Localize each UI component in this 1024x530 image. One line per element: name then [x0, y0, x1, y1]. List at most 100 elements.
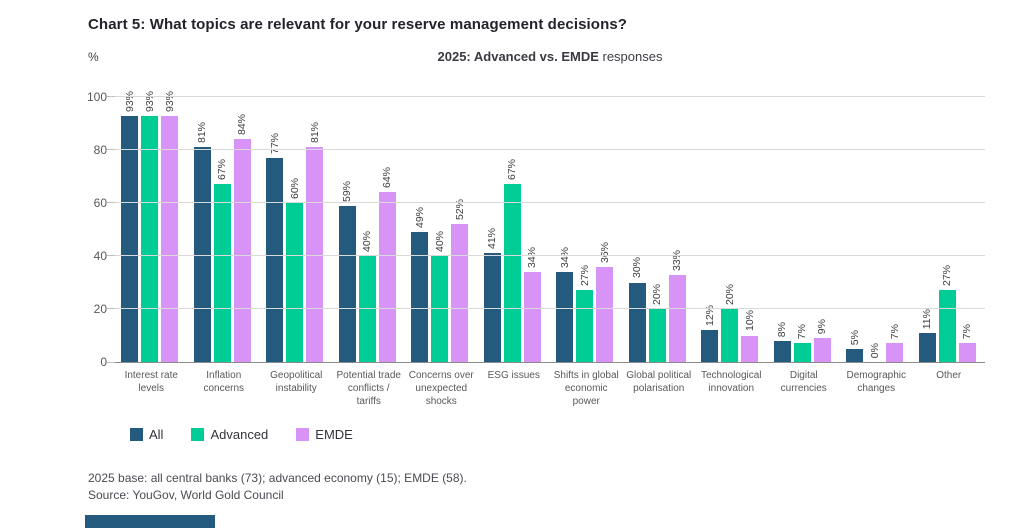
category-label: Technological innovation — [700, 370, 762, 394]
category-label: Global political polarisation — [626, 370, 692, 394]
barwrap: 81% — [306, 97, 324, 362]
barwrap: 40% — [431, 97, 449, 362]
bar-value-label: 30% — [631, 257, 643, 279]
barwrap: 20% — [648, 97, 666, 362]
bar-group: 34% 27% 36% Shifts in global economic power — [554, 97, 619, 407]
bar-emde — [451, 224, 469, 362]
bar-emde — [161, 115, 179, 362]
bar-group: 77% 60% 81% Geopolitical instability — [266, 97, 326, 394]
bar-advanced — [358, 256, 376, 362]
bar-value-label: 93% — [143, 90, 156, 112]
chart-title: Chart 5: What topics are relevant for yo… — [88, 16, 628, 33]
y-tick-label-60: 60 — [93, 196, 107, 210]
y-tick-100 — [107, 96, 115, 97]
bar-value-label: 67% — [506, 159, 518, 181]
bar-value-label: 81% — [196, 122, 208, 144]
gridline-0 — [115, 362, 985, 363]
footer-accent-bar — [85, 515, 215, 528]
barwrap: 52% — [451, 97, 469, 362]
bar-all — [846, 348, 864, 362]
barwrap: 7% — [886, 97, 904, 362]
bar-advanced — [431, 256, 449, 362]
legend-swatch-icon — [296, 428, 310, 441]
y-tick-label-40: 40 — [93, 249, 107, 263]
bar-all — [773, 340, 791, 362]
bar-value-label: 20% — [651, 283, 663, 305]
bar-all — [338, 205, 356, 362]
source-note: Source: YouGov, World Gold Council — [88, 488, 284, 502]
bar-value-label: 34% — [558, 246, 571, 268]
bar-group: 41% 67% 34% ESG issues — [483, 97, 544, 381]
chart-subtitle-emphasis: 2025: Advanced vs. EMDE — [437, 49, 599, 64]
legend-item-emde: EMDE — [296, 427, 353, 442]
category-label: Geopolitical instability — [270, 370, 323, 394]
bar-advanced — [576, 290, 594, 362]
barwrap: 49% — [411, 97, 429, 362]
bar-advanced — [938, 290, 956, 362]
category-label: Interest rate levels — [124, 370, 178, 394]
bar-emde — [813, 338, 831, 362]
y-tick-label-20: 20 — [93, 302, 107, 316]
bar-group: 11% 27% 7% Other — [918, 97, 979, 381]
legend-swatch-icon — [191, 428, 205, 441]
bar-all — [121, 115, 139, 362]
barwrap: 34% — [523, 97, 541, 362]
bar-value-label: 64% — [381, 167, 393, 189]
bar-value-label: 33% — [671, 249, 683, 271]
bar-value-label: 40% — [361, 230, 373, 252]
bar-value-label: 7% — [796, 324, 808, 340]
bar-all — [556, 271, 574, 362]
bar-value-label: 84% — [236, 114, 248, 136]
legend: All Advanced EMDE — [130, 427, 353, 442]
category-label: Digital currencies — [780, 370, 827, 394]
barwrap: 9% — [813, 97, 831, 362]
y-tick-40 — [107, 255, 115, 256]
barwrap: 33% — [668, 97, 686, 362]
legend-label: EMDE — [315, 427, 353, 442]
barwrap: 5% — [846, 97, 864, 362]
barwrap: 8% — [773, 97, 791, 362]
bar-group: 81% 67% 84% Inflation concerns — [193, 97, 254, 394]
plot-area: 93% 93% 93% Interest rate levels 81% 67% 84% In… — [87, 91, 985, 407]
bar-all — [266, 157, 284, 362]
bar-value-label: 67% — [216, 159, 228, 181]
barwrap: 36% — [596, 97, 614, 362]
barwrap: 81% — [193, 97, 211, 362]
bar-advanced — [721, 309, 739, 362]
bar-value-label: 9% — [816, 318, 828, 335]
y-axis-unit-label: % — [88, 50, 99, 64]
bar-group: 59% 40% 64% Potential trade conflicts / tar… — [337, 97, 402, 407]
bar-group: 12% 20% 10% Technological innovation — [701, 97, 762, 394]
barwrap: 59% — [338, 97, 356, 362]
bar-value-label: 93% — [163, 90, 176, 112]
barwrap: 12% — [701, 97, 719, 362]
legend-item-all: All — [130, 427, 163, 442]
bar-value-label: 81% — [308, 122, 321, 144]
category-label: Other — [936, 370, 962, 381]
bar-group: 5% 0% 7% Demographic changes — [846, 97, 906, 394]
gridline-100 — [115, 96, 985, 97]
bar-emde — [668, 274, 686, 362]
bar-emde — [523, 271, 541, 362]
bar-value-label: 20% — [723, 283, 736, 305]
bar-groups: 93% 93% 93% Interest rate levels 81% 67% 84% In… — [115, 91, 985, 407]
barwrap: 93% — [141, 91, 159, 362]
legend-label: Advanced — [210, 427, 269, 442]
bar-value-label: 60% — [288, 177, 301, 199]
base-note: 2025 base: all central banks (73); advan… — [88, 471, 467, 485]
barwrap: 27% — [576, 97, 594, 362]
barwrap: 60% — [286, 97, 304, 362]
category-label: Demographic changes — [846, 370, 906, 394]
category-label: Concerns over unexpected shocks — [408, 370, 474, 407]
bar-value-label: 49% — [413, 207, 426, 229]
legend-swatch-icon — [130, 428, 143, 441]
category-label: Inflation concerns — [203, 370, 245, 394]
bar-advanced — [213, 184, 231, 362]
barwrap: 64% — [378, 97, 396, 362]
y-tick-0 — [107, 362, 115, 363]
barwrap: 93% — [161, 91, 179, 362]
category-label: ESG issues — [487, 370, 540, 381]
bar-value-label: 59% — [341, 180, 353, 202]
bar-value-label: 40% — [433, 230, 446, 252]
bar-group: 30% 20% 33% Global political polarisation — [626, 97, 691, 394]
